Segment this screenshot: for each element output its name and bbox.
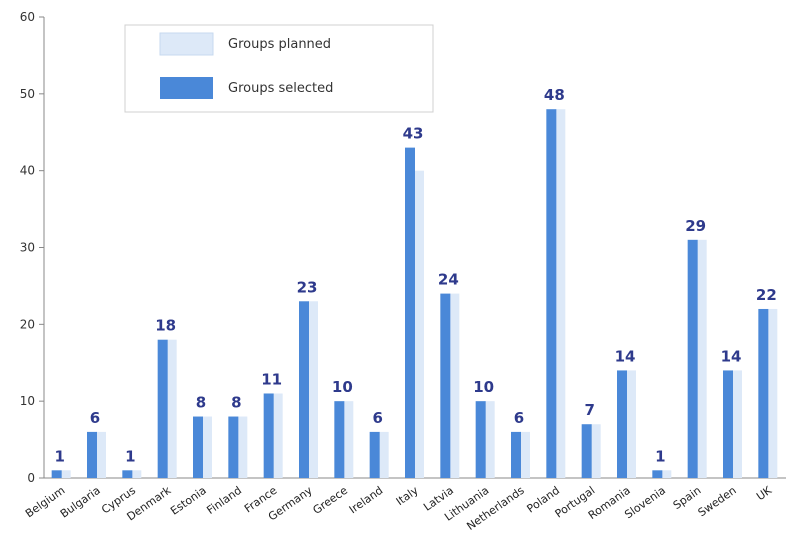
y-tick-label: 30 — [20, 241, 35, 255]
bar-selected-lithuania — [475, 401, 486, 478]
bar-planned-latvia — [449, 293, 460, 478]
bar-selected-bulgaria — [87, 431, 97, 478]
data-label-germany: 23 — [297, 278, 318, 296]
bar-planned-bulgaria — [96, 431, 106, 478]
bar-selected-slovenia — [652, 470, 663, 478]
bars — [51, 109, 778, 478]
bar-planned-ireland — [378, 431, 389, 478]
data-label-romania: 14 — [615, 347, 636, 365]
category-label-bulgaria: Bulgaria — [58, 484, 103, 521]
legend: Groups planned Groups selected — [124, 24, 434, 113]
bar-planned-cyprus — [131, 470, 142, 478]
bar-selected-netherlands — [511, 431, 521, 478]
bar-selected-italy — [405, 147, 415, 478]
data-label-estonia: 8 — [196, 394, 206, 412]
bar-selected-finland — [228, 416, 239, 478]
y-tick-label: 0 — [27, 471, 35, 485]
category-labels: BelgiumBulgariaCyprusDenmarkEstoniaFinla… — [23, 483, 775, 533]
y-tick-label: 10 — [20, 394, 35, 408]
bar-selected-ireland — [369, 431, 380, 478]
bar-selected-denmark — [157, 339, 168, 478]
data-label-denmark: 18 — [155, 317, 176, 335]
bar-planned-belgium — [60, 470, 71, 478]
data-label-belgium: 1 — [54, 447, 64, 465]
data-label-france: 11 — [261, 370, 282, 388]
legend-label-planned: Groups planned — [228, 37, 331, 52]
y-tick-label: 20 — [20, 317, 35, 331]
data-label-ireland: 6 — [372, 409, 382, 427]
bar-planned-france — [272, 393, 283, 478]
category-label-ireland: Ireland — [347, 484, 386, 516]
category-label-finland: Finland — [204, 484, 244, 517]
bar-selected-romania — [617, 370, 627, 478]
data-label-latvia: 24 — [438, 271, 459, 289]
bar-planned-lithuania — [484, 401, 495, 478]
bar-selected-cyprus — [122, 470, 133, 478]
bar-selected-uk — [758, 308, 769, 478]
category-label-italy: Italy — [394, 484, 421, 509]
data-label-italy: 43 — [403, 125, 424, 143]
bar-planned-netherlands — [520, 431, 530, 478]
legend-swatch-planned — [159, 32, 214, 56]
bar-planned-germany — [308, 301, 318, 478]
data-label-bulgaria: 6 — [90, 409, 100, 427]
category-label-estonia: Estonia — [168, 484, 209, 518]
category-label-sweden: Sweden — [696, 484, 739, 520]
data-label-spain: 29 — [685, 217, 706, 235]
data-label-portugal: 7 — [584, 401, 594, 419]
data-label-poland: 48 — [544, 86, 565, 104]
bar-selected-germany — [299, 301, 309, 478]
bar-selected-portugal — [581, 424, 592, 478]
y-tick-label: 60 — [20, 10, 35, 24]
bar-planned-poland — [555, 109, 566, 478]
data-label-finland: 8 — [231, 394, 241, 412]
legend-label-selected: Groups selected — [228, 81, 333, 96]
bar-planned-greece — [343, 401, 354, 478]
bar-planned-italy — [414, 170, 424, 478]
bar-selected-greece — [334, 401, 345, 478]
category-label-uk: UK — [754, 483, 775, 503]
bar-planned-spain — [696, 239, 707, 478]
category-label-greece: Greece — [311, 484, 351, 517]
bar-planned-romania — [626, 370, 636, 478]
data-label-lithuania: 10 — [473, 378, 494, 396]
bar-planned-uk — [767, 308, 778, 478]
bar-planned-denmark — [166, 339, 177, 478]
data-label-cyprus: 1 — [125, 447, 135, 465]
data-labels: 1 6 1 18 8 8 11 23 10 6 43 24 10 6 48 7 14 1 29 14 22 — [54, 86, 776, 465]
bar-selected-estonia — [193, 416, 203, 478]
data-label-slovenia: 1 — [655, 447, 665, 465]
legend-swatch-selected — [160, 77, 213, 99]
data-label-netherlands: 6 — [514, 409, 524, 427]
bar-planned-estonia — [202, 416, 212, 478]
bar-selected-spain — [687, 239, 698, 478]
bar-selected-france — [263, 393, 274, 478]
data-label-sweden: 14 — [721, 347, 742, 365]
y-tick-label: 40 — [20, 164, 35, 178]
bar-planned-finland — [237, 416, 248, 478]
bar-selected-sweden — [723, 370, 733, 478]
bar-selected-latvia — [440, 293, 451, 478]
data-label-uk: 22 — [756, 286, 777, 304]
y-tick-label: 50 — [20, 87, 35, 101]
bar-planned-sweden — [732, 370, 742, 478]
bar-planned-slovenia — [661, 470, 672, 478]
bar-planned-portugal — [590, 424, 601, 478]
bar-selected-belgium — [51, 470, 62, 478]
data-label-greece: 10 — [332, 378, 353, 396]
bar-selected-poland — [546, 109, 557, 478]
